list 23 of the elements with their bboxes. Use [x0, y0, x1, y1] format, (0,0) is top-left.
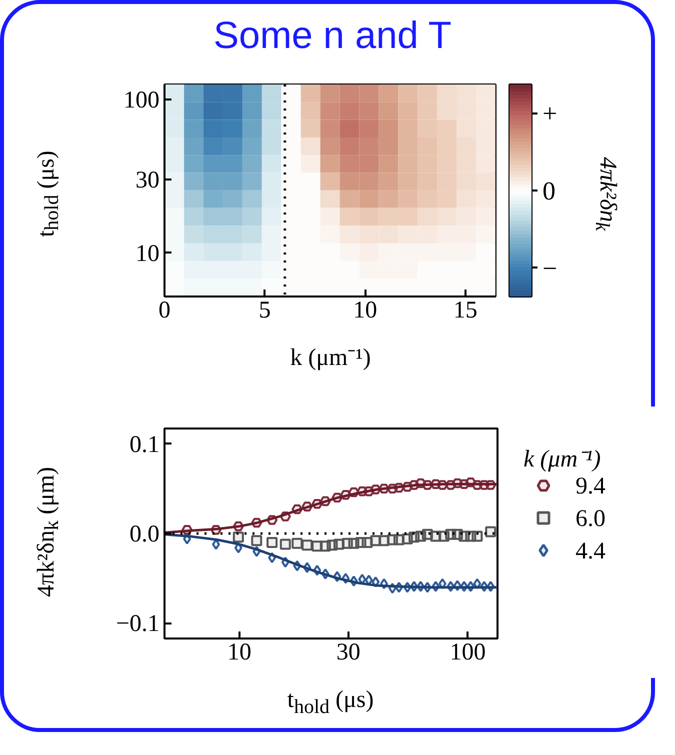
- legend-label: 4.4: [576, 538, 606, 564]
- y-tick-label: 0.0: [130, 522, 160, 548]
- legend-label: 6.0: [576, 506, 606, 532]
- chart-title: Some n and T: [213, 14, 452, 59]
- y-tick-label: 10: [136, 240, 160, 267]
- x-axis-title: t$_{hold}$ (μs): [287, 686, 374, 720]
- x-tick-label: 100: [450, 640, 486, 666]
- legend-title: k (μm⁻¹): [524, 446, 601, 472]
- y-tick-label: 30: [136, 168, 160, 194]
- x-tick-label: 10: [227, 640, 252, 666]
- x-tick-label: 10: [353, 298, 378, 324]
- color-bar-label: 0: [542, 176, 556, 206]
- x-tick-label: 0: [158, 298, 170, 324]
- y-tick-label: −0.1: [116, 611, 160, 638]
- x-tick-label: 30: [336, 640, 360, 666]
- x-tick-label: 15: [453, 298, 478, 324]
- color-bar-label: +: [542, 99, 558, 128]
- legend-label: 9.4: [576, 474, 606, 500]
- y-tick-label: 0.1: [130, 432, 160, 458]
- x-tick-label: 5: [258, 298, 271, 324]
- x-axis-title: k (μm⁻¹): [290, 344, 371, 373]
- y-tick-label: 100: [124, 87, 160, 114]
- color-bar-label: −: [542, 254, 558, 283]
